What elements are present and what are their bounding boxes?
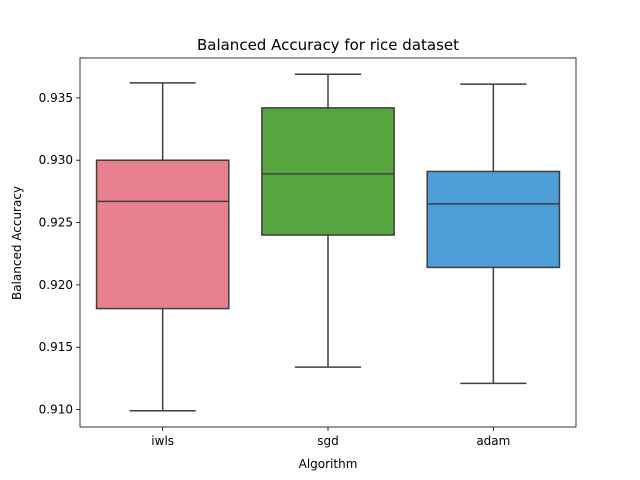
chart-title: Balanced Accuracy for rice dataset: [197, 36, 459, 54]
x-tick-label-adam: adam: [476, 434, 510, 448]
y-axis-label: Balanced Accuracy: [10, 186, 24, 300]
box-sgd: [261, 107, 395, 236]
box-iwls: [95, 159, 230, 310]
axes-frame: [79, 57, 577, 428]
y-tick-label-1: 0.915: [39, 340, 73, 354]
y-tick-label-5: 0.935: [39, 91, 73, 105]
y-tick-label-3: 0.925: [39, 216, 73, 230]
x-tick-label-sgd: sgd: [317, 434, 339, 448]
x-tick-label-iwls: iwls: [151, 434, 174, 448]
y-tick-label-4: 0.930: [39, 153, 73, 167]
y-tick-label-2: 0.920: [39, 278, 73, 292]
plot-area: iwls sgd adam 0.910 0.915 0.920 0.925 0.930 0.93…: [39, 57, 577, 448]
x-axis-label: Algorithm: [299, 457, 358, 471]
y-tick-label-0: 0.910: [39, 403, 73, 417]
box-adam: [426, 170, 561, 269]
